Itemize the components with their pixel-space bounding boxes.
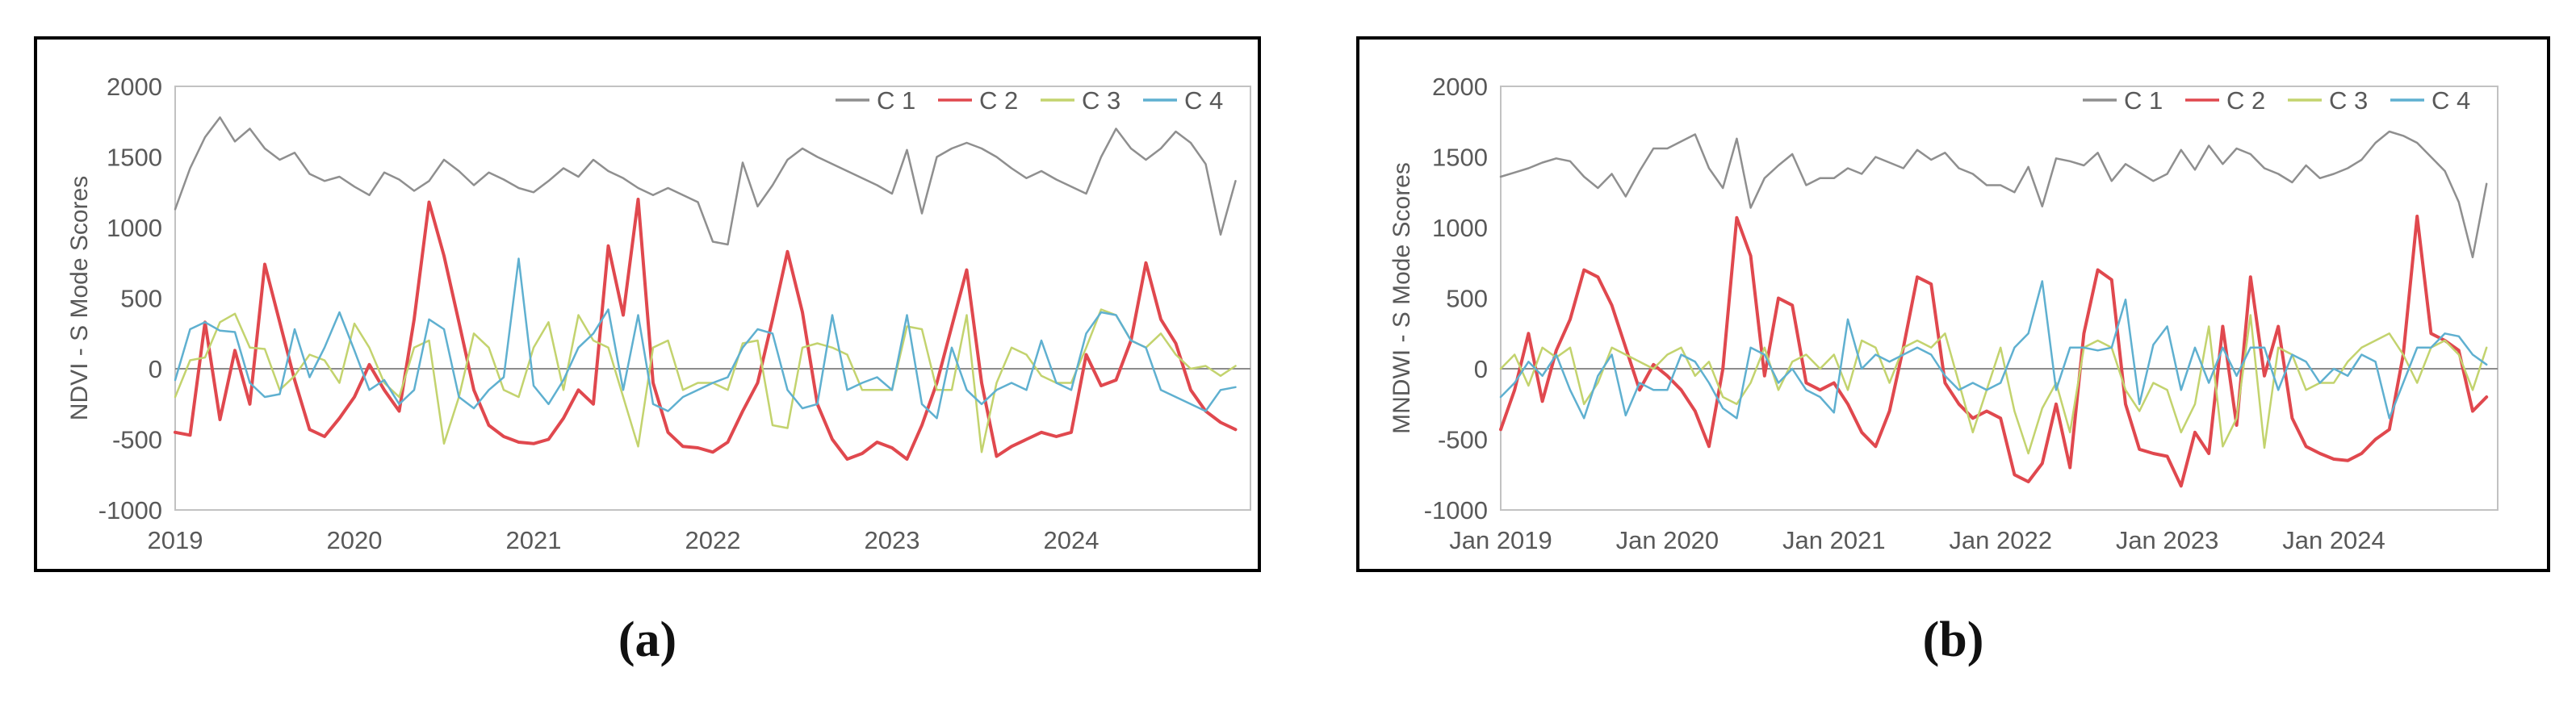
- y-tick-label: -1000: [98, 496, 162, 524]
- y-tick-label: 1500: [107, 144, 162, 172]
- x-tick-label: 2020: [327, 526, 383, 554]
- series-line-c3: [1499, 314, 2488, 455]
- y-tick-label: 2000: [107, 73, 162, 101]
- series-line-c3: [174, 308, 1237, 453]
- y-tick-label: 1500: [1432, 144, 1488, 172]
- y-tick-label: 0: [149, 355, 162, 383]
- y-tick-label: -500: [1438, 426, 1488, 454]
- series-line-c2: [174, 198, 1238, 461]
- y-tick-label: -1000: [1424, 496, 1488, 524]
- x-tick-label: Jan 2023: [2116, 526, 2219, 554]
- y-tick-label: -500: [112, 426, 162, 454]
- subfigure-caption-a: (a): [618, 612, 677, 667]
- y-tick-label: 500: [1446, 285, 1488, 313]
- y-axis-title: MNDWI - S Mode Scores: [1389, 162, 1415, 434]
- legend-label: C 2: [979, 86, 1018, 115]
- legend-label: C 2: [2226, 86, 2265, 115]
- plot-border: [174, 86, 1251, 511]
- series-line-c1: [1499, 130, 2488, 259]
- series-line-c1: [174, 116, 1237, 246]
- series-line-c2: [1499, 215, 2489, 488]
- x-tick-label: 2021: [506, 526, 562, 554]
- y-tick-label: 0: [1474, 355, 1488, 383]
- series-line-c4: [1499, 280, 2488, 420]
- x-tick-label: Jan 2020: [1616, 526, 1719, 554]
- legend-label: C 4: [1184, 86, 1223, 115]
- x-tick-label: Jan 2019: [1449, 526, 1552, 554]
- x-tick-label: 2023: [865, 526, 920, 554]
- chart-panel-ndvi: 2000 1500 1000 500 0 -500 -1000 2019 2020 2021 202…: [34, 36, 1261, 572]
- legend-label: C 1: [2124, 86, 2163, 115]
- x-tick-label: 2022: [685, 526, 741, 554]
- y-tick-label: 2000: [1432, 73, 1488, 101]
- y-tick-label: 1000: [1432, 214, 1488, 242]
- x-tick-label: 2019: [148, 526, 203, 554]
- legend-label: C 1: [877, 86, 915, 115]
- y-axis-title: NDVI - S Mode Scores: [66, 176, 93, 420]
- x-tick-label: Jan 2024: [2282, 526, 2385, 554]
- y-tick-label: 1000: [107, 214, 162, 242]
- series-line-c4: [174, 257, 1237, 420]
- legend-label: C 3: [2329, 86, 2368, 115]
- plot-border: [1500, 86, 2499, 511]
- x-tick-label: Jan 2022: [1949, 526, 2052, 554]
- chart-panel-mndwi: 2000 1500 1000 500 0 -500 -1000 Jan 2019 Jan 202…: [1356, 36, 2550, 572]
- legend-label: C 3: [1082, 86, 1120, 115]
- x-tick-label: 2024: [1044, 526, 1100, 554]
- y-tick-label: 500: [120, 285, 162, 313]
- x-tick-label: Jan 2021: [1782, 526, 1886, 554]
- subfigure-caption-b: (b): [1922, 612, 1984, 667]
- legend-label: C 4: [2431, 86, 2470, 115]
